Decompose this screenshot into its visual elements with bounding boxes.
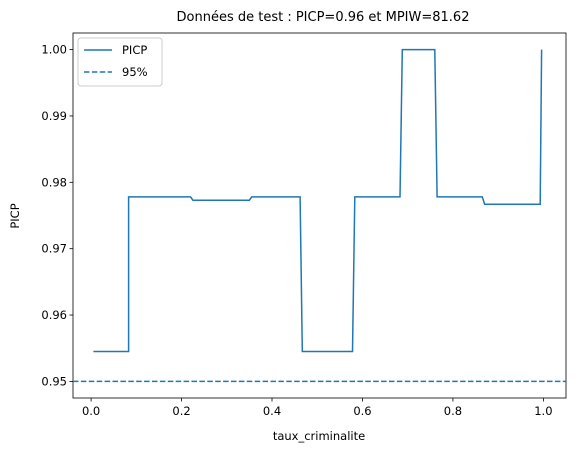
plot-area: 0.95 0.96 0.97 0.98 0.99 1.00 0.0 0.2 0.4 0.6 0.8…: [41, 32, 567, 418]
y-tick-label: 0.99: [41, 109, 67, 123]
legend-label-picp: PICP: [122, 43, 147, 57]
legend: PICP 95%: [77, 37, 163, 87]
y-tick-label: 0.97: [41, 242, 67, 256]
y-tick-label: 0.96: [41, 308, 67, 322]
y-tick-label: 0.98: [41, 175, 67, 189]
chart-title: Données de test : PICP=0.96 et MPIW=81.6…: [177, 10, 470, 25]
x-tick-label: 0.2: [172, 404, 190, 418]
x-tick-label: 0.4: [263, 404, 281, 418]
x-tick-label: 0.6: [353, 404, 371, 418]
y-tick-label: 1.00: [41, 43, 67, 57]
y-tick-label: 0.95: [41, 374, 67, 388]
x-tick-label: 0.8: [444, 404, 462, 418]
x-axis: 0.0 0.2 0.4 0.6 0.8 1.0: [82, 398, 553, 418]
x-tick-label: 1.0: [534, 404, 552, 418]
y-axis-label: PICP: [8, 203, 22, 228]
y-axis: 0.95 0.96 0.97 0.98 0.99 1.00: [41, 43, 73, 388]
x-axis-label: taux_criminalite: [273, 429, 365, 443]
series-line-picp: [93, 48, 543, 353]
plot-frame: [72, 32, 567, 399]
legend-label-95: 95%: [122, 65, 148, 79]
x-tick-label: 0.0: [82, 404, 100, 418]
legend-box: [77, 37, 163, 87]
series-layer: [73, 48, 566, 383]
